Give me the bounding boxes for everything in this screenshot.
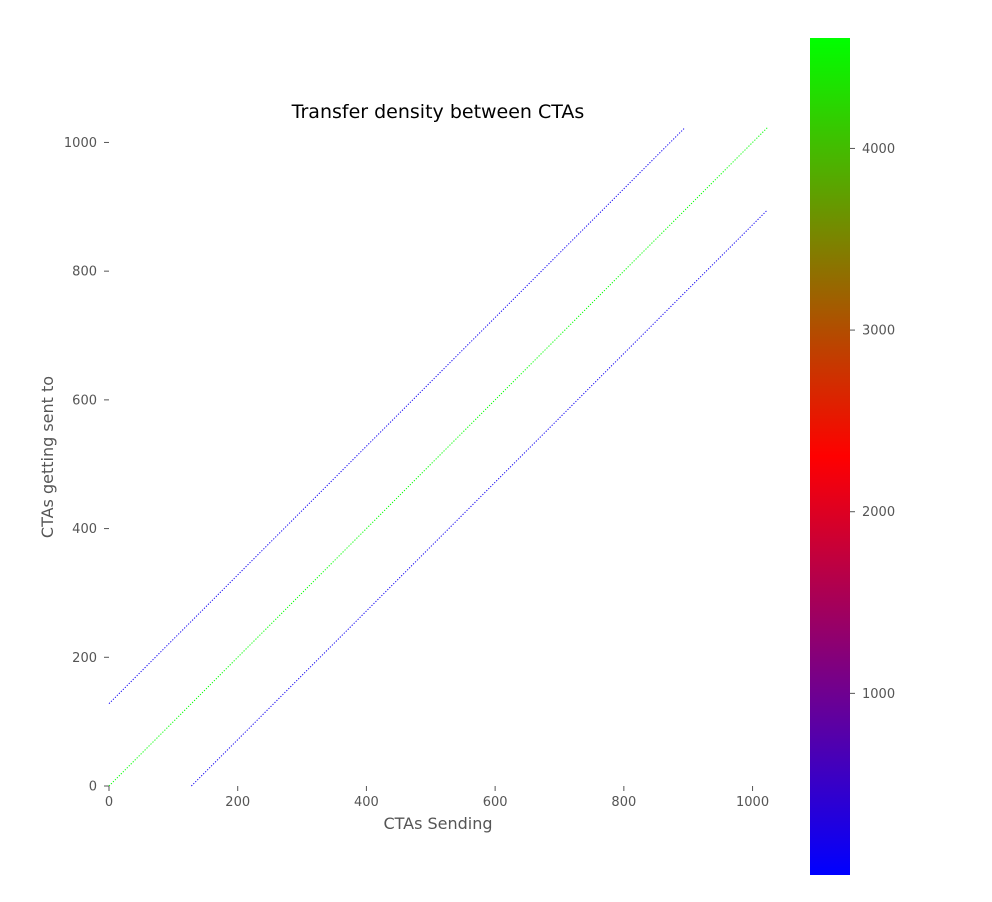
x-tick-label-200: 200	[225, 795, 250, 810]
plot-area	[108, 127, 768, 787]
y-axis-label: CTAs getting sent to	[38, 376, 57, 538]
colorbar-gradient-bar	[810, 38, 850, 875]
x-tick-label-800: 800	[611, 795, 636, 810]
y-tick-label-0: 0	[89, 780, 97, 795]
x-axis-label: CTAs Sending	[383, 814, 492, 833]
colorbar: 1000 2000 3000 4000	[810, 38, 895, 875]
diagonal-band-1	[108, 127, 768, 787]
colorbar-ticks: 1000 2000 3000 4000	[850, 142, 895, 702]
y-tick-label-600: 600	[72, 393, 97, 408]
y-tick-label-200: 200	[72, 651, 97, 666]
y-tick-label-400: 400	[72, 522, 97, 537]
y-axis: 0 200 400 600 800 1000	[64, 136, 109, 795]
colorbar-tick-label-2000: 2000	[862, 505, 895, 520]
colorbar-tick-label-4000: 4000	[862, 142, 895, 157]
diagonal-bands	[108, 127, 768, 787]
chart-title: Transfer density between CTAs	[291, 101, 585, 123]
x-tick-label-0: 0	[105, 795, 113, 810]
x-tick-label-1000: 1000	[736, 795, 769, 810]
y-tick-label-800: 800	[72, 265, 97, 280]
colorbar-tick-label-1000: 1000	[862, 687, 895, 702]
diagonal-band-0	[108, 127, 686, 704]
y-tick-label-1000: 1000	[64, 136, 97, 151]
colorbar-tick-label-3000: 3000	[862, 324, 895, 339]
diagonal-band-2	[191, 209, 768, 787]
x-axis: 0 200 400 600 800 1000	[105, 786, 769, 810]
x-tick-label-400: 400	[354, 795, 379, 810]
x-tick-label-600: 600	[483, 795, 508, 810]
